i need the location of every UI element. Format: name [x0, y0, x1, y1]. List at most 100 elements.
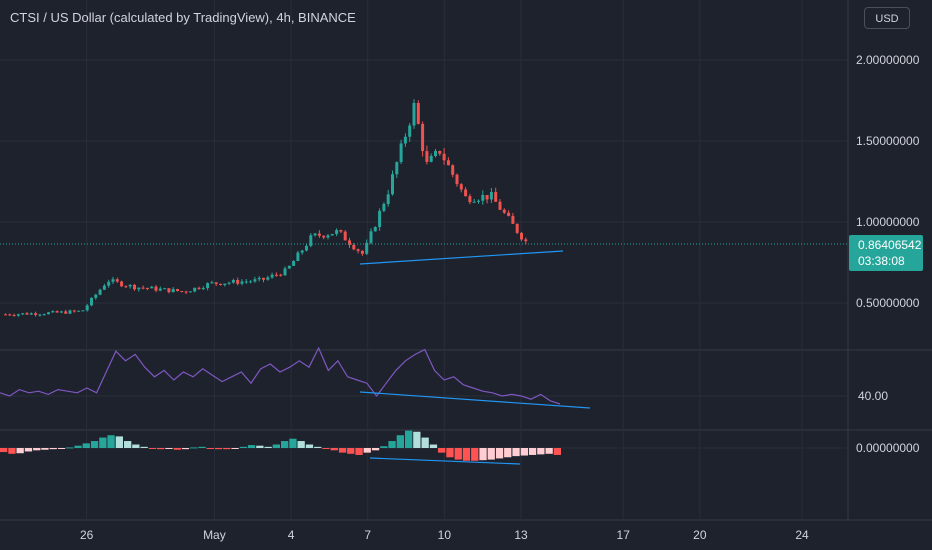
macd-bar [57, 448, 66, 449]
candle-body [90, 297, 93, 306]
candle-body [498, 201, 502, 210]
macd-bar [322, 448, 330, 449]
candle-body [507, 212, 511, 216]
macd-bar [33, 448, 41, 451]
macd-bar [190, 447, 198, 449]
candle-body [317, 233, 321, 236]
macd-bar [528, 448, 537, 455]
candlestick-series [0, 99, 848, 317]
last-price-value: 0.86406542 [858, 238, 922, 252]
candle-body [300, 250, 304, 253]
macd-bar [223, 448, 231, 450]
price-axis[interactable]: 2.00000000 1.50000000 1.00000000 0.50000000… [856, 53, 920, 455]
candle-body [395, 162, 399, 175]
candle-body [515, 223, 519, 233]
bar-countdown: 03:38:08 [858, 254, 905, 268]
macd-bar [305, 444, 314, 448]
candle-body [59, 311, 63, 313]
macd-bar [49, 448, 57, 450]
candle-body [21, 313, 25, 315]
macd-bar [355, 448, 363, 455]
candle-body [451, 165, 455, 175]
candle-body [378, 210, 382, 228]
trendlines[interactable] [359, 250, 591, 465]
candle-body [64, 311, 68, 314]
candle-body [270, 274, 274, 278]
candle-body [137, 287, 141, 290]
macd-bar [297, 441, 305, 448]
candle-body [115, 279, 119, 282]
time-tick-label: 24 [795, 528, 809, 542]
macd-bar [347, 448, 355, 454]
chart-title: CTSI / US Dollar (calculated by TradingV… [10, 10, 356, 25]
price-tick-label: 0.50000000 [856, 296, 920, 310]
price-tick-label: 2.00000000 [856, 53, 920, 67]
candle-body [373, 227, 377, 232]
candle-body [369, 231, 373, 243]
candle-body [262, 277, 265, 280]
macd-bar [214, 448, 223, 450]
candle-body [442, 153, 446, 161]
candle-body [326, 235, 330, 238]
candle-body [102, 285, 106, 290]
currency-button[interactable]: USD [864, 7, 910, 29]
candle-body [438, 150, 442, 154]
candle-body [98, 289, 102, 295]
candle-body [283, 268, 287, 276]
candle-body [408, 125, 412, 137]
macd-bar [512, 448, 520, 457]
time-axis[interactable]: 26 May 4 7 10 13 17 20 24 [80, 528, 809, 542]
candle-body [214, 282, 218, 284]
rsi-pane [0, 346, 561, 405]
macd-bar [396, 435, 404, 448]
candle-body [477, 200, 480, 202]
candle-body [141, 287, 145, 289]
candle-body [386, 194, 390, 204]
candle-body [12, 315, 16, 317]
macd-bar [462, 448, 471, 461]
candle-body [244, 281, 248, 283]
candle-body [489, 192, 493, 200]
candle-body [339, 230, 343, 232]
candle-body [38, 314, 42, 316]
candle-body [47, 312, 50, 315]
macd-bar [272, 444, 280, 448]
candle-body [356, 249, 360, 251]
candle-body [352, 244, 356, 250]
macd-bar [256, 445, 264, 448]
candle-body [29, 313, 33, 315]
macd-bar [82, 443, 90, 448]
candle-body [274, 274, 278, 276]
chart-grid [0, 0, 932, 521]
macd-bar [429, 444, 438, 448]
macd-bar [281, 441, 289, 448]
macd-bar [371, 448, 380, 451]
candle-body [511, 215, 515, 224]
candle-body [158, 288, 162, 291]
macd-bar [132, 444, 140, 448]
candle-body [107, 281, 111, 286]
macd-bar [338, 448, 347, 453]
candle-body [8, 314, 12, 316]
candle-body [210, 282, 214, 284]
candle-body [4, 314, 7, 316]
candle-body [188, 291, 192, 293]
candle-body [193, 287, 197, 292]
candle-body [279, 274, 283, 276]
price-support-trendline [359, 250, 564, 265]
macd-bar [363, 448, 371, 453]
macd-bar [90, 441, 99, 448]
candle-body [197, 287, 201, 289]
candle-body [494, 192, 498, 202]
time-tick-label: 20 [693, 528, 707, 542]
candle-body [335, 230, 339, 235]
candle-body [520, 232, 523, 240]
macd-bar [537, 448, 545, 455]
candle-body [219, 283, 222, 285]
macd-bar [66, 447, 74, 449]
macd-bar [124, 441, 132, 448]
candle-body [464, 189, 468, 197]
macd-bar [231, 448, 239, 449]
candle-body [425, 151, 429, 162]
